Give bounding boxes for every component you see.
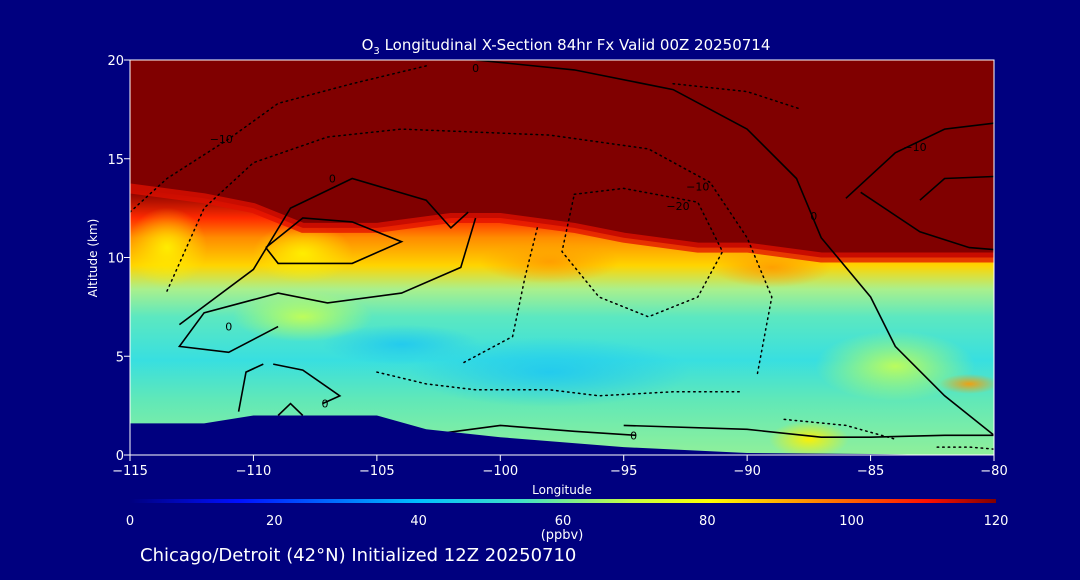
contour-label: 0 [329,173,336,186]
colorbar-tick-label: 20 [266,514,283,529]
ozone-blob [232,291,373,342]
y-tick-label: 0 [116,449,124,464]
contour-solid [273,363,342,405]
ozone-blob [815,331,976,402]
colorbar-ticks: 0 20 40 60 80 100 120 [126,514,1009,529]
terrain-mask [130,415,994,455]
x-tick-label: −110 [236,464,272,479]
contour-solid [623,424,994,439]
x-tick-label: −90 [733,464,760,479]
contour-labels: 0 −10 0 −10 −20 0 −10 0 0 0 [210,62,927,442]
x-tick-label: −100 [482,464,518,479]
contour-solid [426,424,637,437]
colorbar-tick-label: 120 [984,514,1009,529]
colorbar-tick-label: 40 [410,514,427,529]
chart-title: O3 Longitudinal X-Section 84hr Fx Valid … [362,36,771,57]
contour-lines [130,60,994,450]
colorbar [130,499,996,503]
contour-label: 0 [472,62,479,75]
contour-dotted [783,418,897,440]
contour-solid [177,217,477,354]
y-tick-label: 10 [107,252,124,267]
high-ozone-layer-edge [130,183,994,263]
contour-solid [919,175,994,201]
title-prefix: O [362,36,374,54]
contour-label: −10 [210,133,233,146]
x-tick-label: −80 [980,464,1007,479]
colorbar-tick-label: 0 [126,514,134,529]
x-tick-label: −85 [857,464,884,479]
contour-solid [237,363,264,412]
colorbar-tick-label: 60 [555,514,572,529]
ozone-blob [479,239,620,284]
contour-label: 0 [322,398,329,411]
contour-label: 0 [810,210,817,223]
y-axis-label: Altitude (km) [86,219,100,298]
contour-dotted [166,128,773,377]
contour-dotted [936,446,994,450]
plot-area: 0 −10 0 −10 −20 0 −10 0 0 0 [130,60,994,455]
ozone-blob [939,373,994,394]
x-tick-label: −115 [112,464,148,479]
contour-dotted [561,187,724,318]
ozone-blob [768,421,849,455]
contour-solid [475,60,994,436]
ozone-blob [130,207,208,288]
colorbar-label: (ppbv) [541,528,584,543]
x-tick-label: −95 [610,464,637,479]
contour-solid [860,191,994,251]
subtitle: Chicago/Detroit (42°N) Initialized 12Z 2… [140,545,576,566]
contour-solid [845,122,994,199]
y-tick-label: 20 [107,54,124,69]
contour-solid [265,217,404,265]
contour-solid [178,177,469,326]
colorbar-tick-label: 100 [839,514,864,529]
contour-dotted [376,371,741,397]
contour-label: 0 [225,321,232,334]
contour-label: −20 [666,200,689,213]
colorbar-tick-label: 80 [699,514,716,529]
title-rest: Longitudinal X-Section 84hr Fx Valid 00Z… [380,36,771,54]
contour-label: −10 [686,180,709,193]
y-tick-label: 5 [116,350,124,365]
contour-dotted [130,65,427,213]
high-ozone-layer [130,60,994,258]
contour-solid [277,402,304,417]
x-axis-label: Longitude [532,483,592,497]
y-tick-label: 15 [107,153,124,168]
contour-label: 0 [630,429,637,442]
title-subscript: 3 [373,46,379,57]
contour-label: −10 [903,141,926,154]
x-tick-label: −105 [359,464,395,479]
ozone-blob [321,324,482,365]
